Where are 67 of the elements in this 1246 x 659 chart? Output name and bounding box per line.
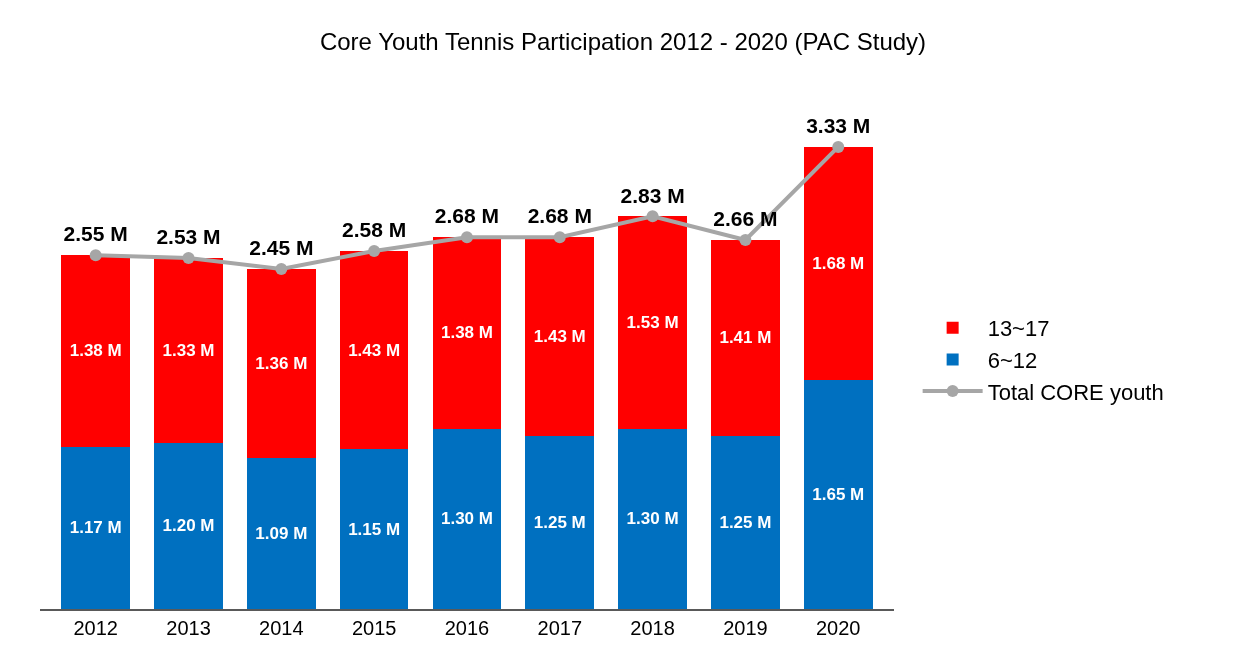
data-label: 2.68 M bbox=[527, 204, 592, 228]
legend-label: 6~12 bbox=[987, 347, 1038, 373]
data-label: 2.55 M bbox=[63, 222, 128, 246]
bar bbox=[339, 251, 409, 450]
data-label: 1.53 M bbox=[626, 312, 679, 332]
point bbox=[832, 140, 845, 153]
data-label: 2.45 M bbox=[249, 236, 314, 260]
data-label: 1.30 M bbox=[440, 509, 493, 529]
data-label: 1.36 M bbox=[255, 353, 308, 373]
data-label: 1.43 M bbox=[348, 340, 401, 360]
data-label: 1.41 M bbox=[719, 328, 772, 348]
data-label: 1.09 M bbox=[255, 523, 308, 543]
data-label: 2.53 M bbox=[156, 225, 221, 249]
data-label: 1.15 M bbox=[348, 519, 401, 539]
legend-label: 13~17 bbox=[987, 316, 1050, 342]
data-label: 1.30 M bbox=[626, 509, 679, 529]
data-label: 2.66 M bbox=[713, 207, 778, 231]
x-tick-label: 2013 bbox=[166, 617, 211, 639]
bar bbox=[154, 257, 223, 443]
bar bbox=[711, 239, 780, 436]
x-tick-label: 2014 bbox=[259, 617, 304, 639]
bar bbox=[246, 457, 316, 609]
bar bbox=[61, 446, 131, 609]
bar bbox=[432, 428, 502, 609]
legend-label: Total CORE youth bbox=[987, 379, 1164, 405]
data-label: 1.25 M bbox=[533, 512, 586, 532]
data-label: 1.20 M bbox=[162, 516, 215, 536]
bar bbox=[803, 380, 873, 609]
point bbox=[182, 251, 195, 264]
bar bbox=[525, 435, 595, 609]
bar bbox=[618, 428, 687, 609]
point bbox=[646, 210, 659, 223]
bar bbox=[803, 146, 873, 381]
bar bbox=[525, 237, 595, 436]
data-label: 1.65 M bbox=[812, 485, 865, 505]
bar bbox=[618, 216, 687, 429]
data-label: 2.68 M bbox=[434, 204, 500, 228]
x-tick-label: 2016 bbox=[444, 617, 490, 639]
point bbox=[368, 245, 381, 258]
data-label: 1.38 M bbox=[69, 341, 122, 361]
bar bbox=[154, 442, 223, 609]
data-label: 1.25 M bbox=[719, 512, 772, 532]
x-tick-label: 2017 bbox=[537, 617, 583, 639]
point bbox=[460, 231, 473, 244]
data-label: 1.68 M bbox=[812, 254, 865, 274]
bar bbox=[432, 237, 502, 429]
bar bbox=[339, 449, 409, 609]
bar bbox=[711, 435, 780, 609]
data-label: 1.38 M bbox=[440, 323, 493, 343]
x-tick-label: 2015 bbox=[351, 617, 397, 639]
point bbox=[275, 263, 288, 276]
point bbox=[89, 249, 102, 262]
text: Core Youth Tennis Participation 2012 - 2020 (PAC Study) bbox=[319, 27, 927, 55]
x-tick-label: 2018 bbox=[630, 617, 675, 639]
data-label: 1.43 M bbox=[533, 326, 586, 346]
data-label: 2.83 M bbox=[620, 183, 685, 207]
x-tick-label: 2020 bbox=[815, 617, 861, 639]
bar bbox=[61, 255, 131, 447]
point bbox=[553, 231, 566, 244]
x-tick-label: 2019 bbox=[723, 617, 768, 639]
x-tick-label: 2012 bbox=[73, 617, 118, 639]
data-label: 2.58 M bbox=[342, 218, 407, 242]
data-label: 1.33 M bbox=[162, 340, 215, 360]
data-label: 1.17 M bbox=[69, 518, 122, 538]
point bbox=[739, 233, 752, 246]
bar bbox=[246, 269, 316, 458]
data-label: 3.33 M bbox=[806, 114, 871, 138]
